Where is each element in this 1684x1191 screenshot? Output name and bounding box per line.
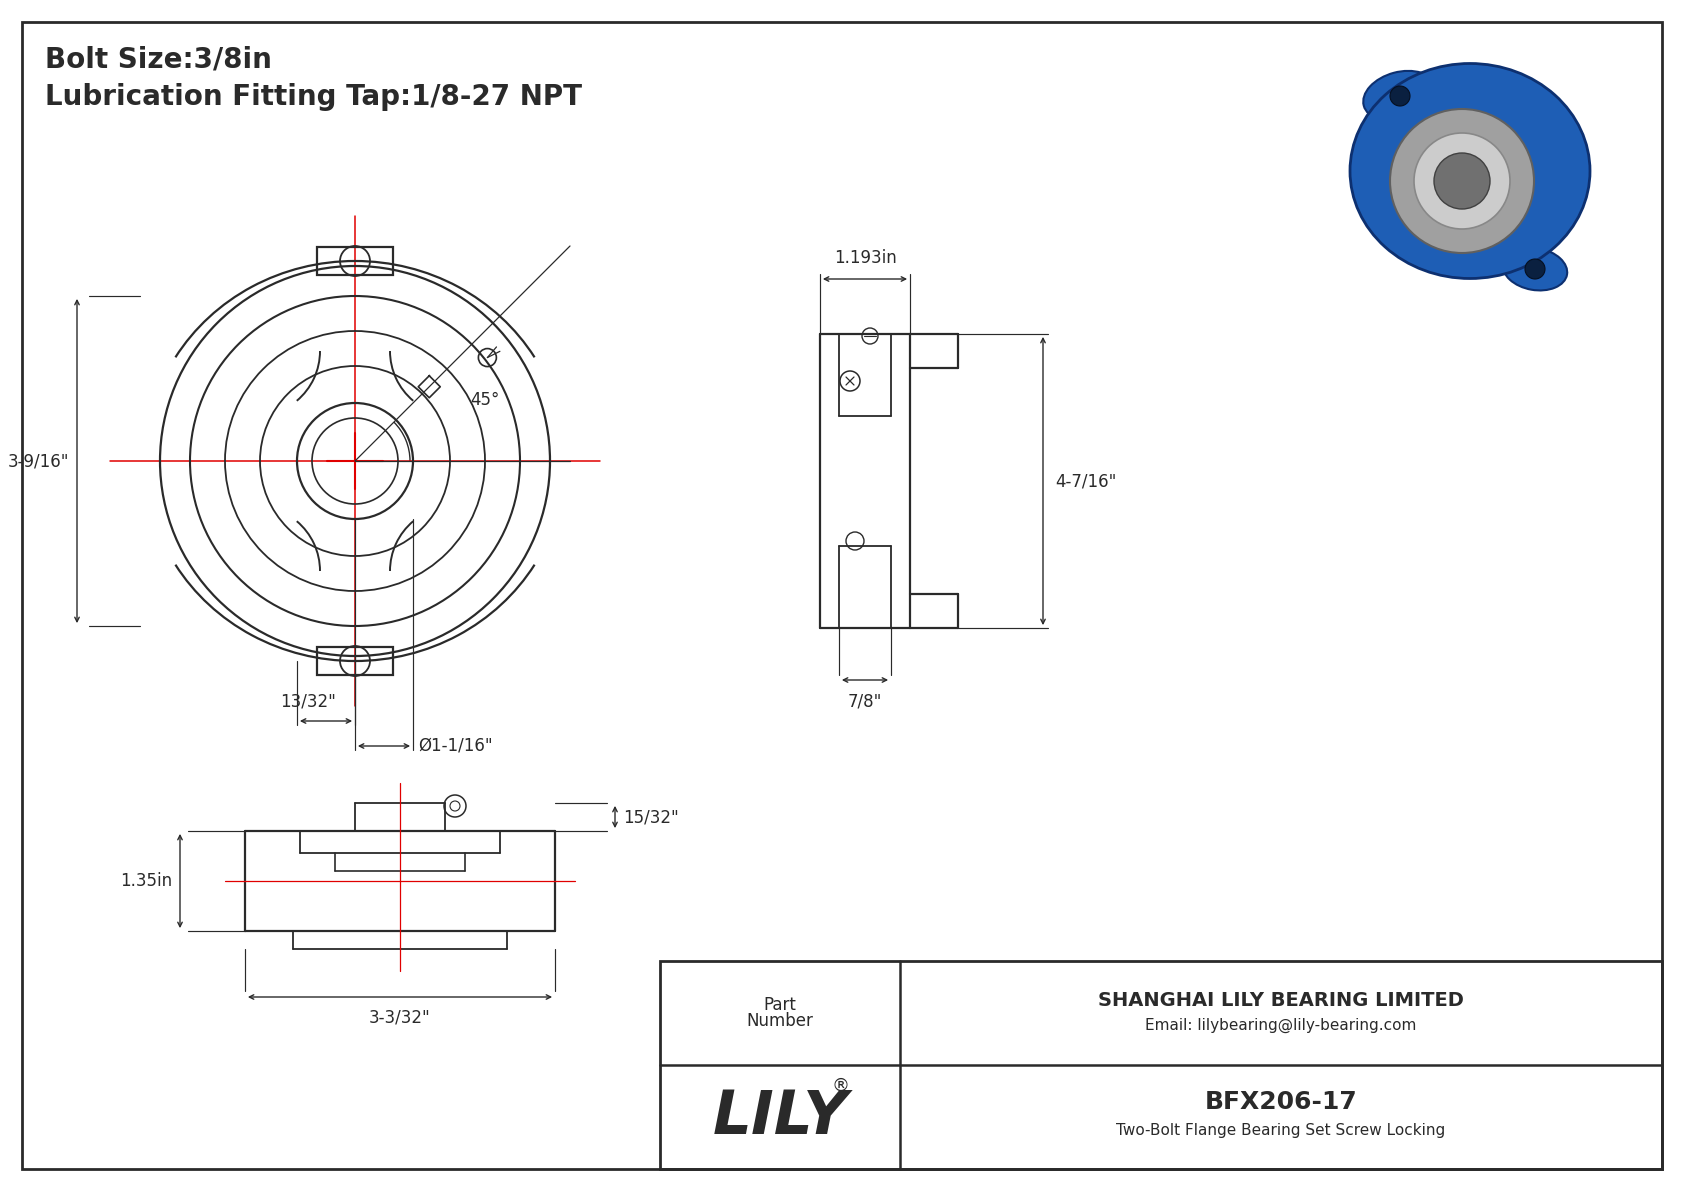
Ellipse shape — [1502, 248, 1568, 291]
Text: 1.35in: 1.35in — [120, 872, 172, 890]
Text: 4-7/16": 4-7/16" — [1054, 472, 1116, 490]
Bar — [317, 247, 392, 275]
Circle shape — [1389, 86, 1410, 106]
Text: SHANGHAI LILY BEARING LIMITED: SHANGHAI LILY BEARING LIMITED — [1098, 991, 1463, 1010]
Text: Email: lilybearing@lily-bearing.com: Email: lilybearing@lily-bearing.com — [1145, 1017, 1416, 1033]
Text: Lubrication Fitting Tap:1/8-27 NPT: Lubrication Fitting Tap:1/8-27 NPT — [45, 83, 583, 111]
Text: LILY: LILY — [712, 1087, 847, 1147]
Ellipse shape — [1364, 71, 1436, 121]
Text: 1.193in: 1.193in — [834, 249, 896, 267]
Circle shape — [1389, 110, 1534, 252]
Text: Part: Part — [763, 996, 797, 1014]
Ellipse shape — [1351, 63, 1590, 279]
Circle shape — [1415, 133, 1511, 229]
Text: ®: ® — [832, 1077, 850, 1095]
Text: 7/8": 7/8" — [847, 692, 882, 710]
Text: Number: Number — [746, 1012, 813, 1030]
Text: 3-3/32": 3-3/32" — [369, 1009, 431, 1027]
Text: Two-Bolt Flange Bearing Set Screw Locking: Two-Bolt Flange Bearing Set Screw Lockin… — [1116, 1122, 1445, 1137]
Text: Ø1-1/16": Ø1-1/16" — [418, 737, 493, 755]
Circle shape — [1526, 258, 1544, 279]
Text: BFX206-17: BFX206-17 — [1204, 1090, 1357, 1114]
Text: 45°: 45° — [470, 391, 500, 409]
Text: Bolt Size:3/8in: Bolt Size:3/8in — [45, 46, 271, 74]
Text: 15/32": 15/32" — [623, 807, 679, 827]
Text: 3-9/16": 3-9/16" — [7, 453, 69, 470]
Text: 13/32": 13/32" — [280, 693, 335, 711]
Circle shape — [1435, 152, 1490, 208]
Bar — [317, 647, 392, 675]
